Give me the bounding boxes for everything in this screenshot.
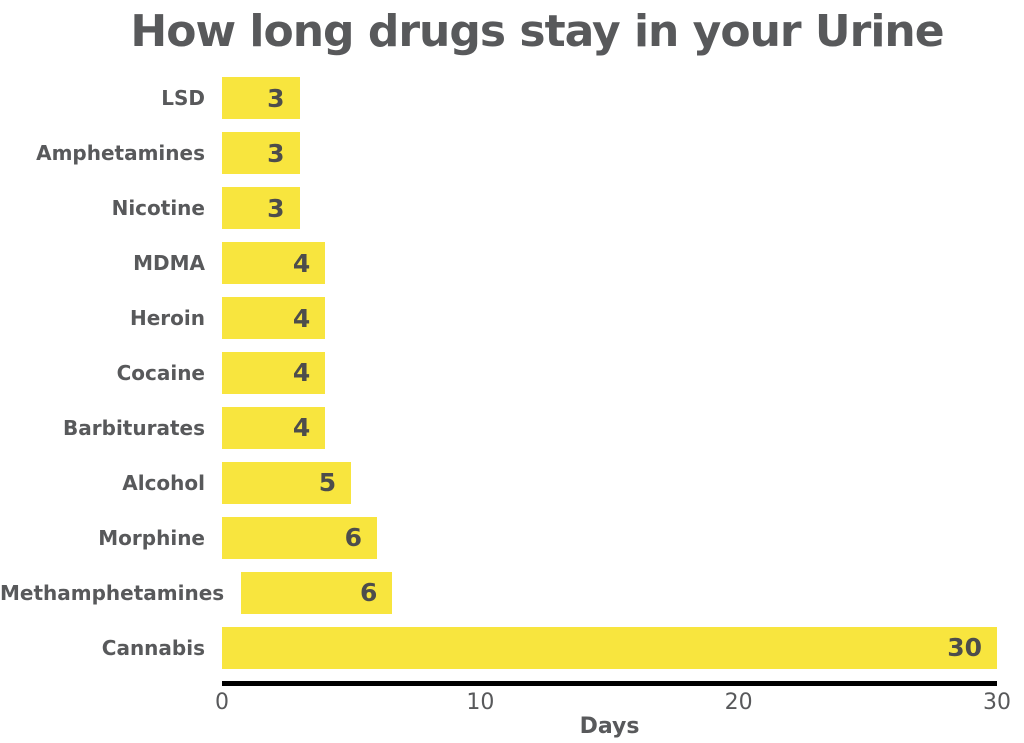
bar: 6	[222, 516, 377, 559]
value-label: 5	[318, 468, 337, 498]
x-tick-label: 30	[983, 690, 1011, 715]
bar: 4	[222, 351, 326, 394]
bar-track: 3	[222, 187, 997, 230]
bar-track: 3	[222, 77, 997, 120]
value-label: 30	[947, 633, 982, 663]
value-label: 3	[267, 193, 285, 223]
category-label: Nicotine	[111, 196, 205, 221]
bar-track: 30	[222, 626, 997, 669]
bar-track: 4	[222, 297, 997, 340]
x-axis-line	[222, 681, 997, 686]
bar-track: 4	[222, 242, 997, 285]
chart-title: How long drugs stay in your Urine	[130, 6, 944, 57]
category-label: LSD	[161, 86, 205, 111]
bar: 3	[222, 77, 300, 120]
bar-row: MDMA 4	[0, 236, 997, 291]
category-label: Alcohol	[122, 470, 205, 495]
bar-track: 6	[241, 571, 997, 614]
value-label: 6	[359, 578, 378, 608]
bar-track: 5	[222, 461, 997, 504]
x-tick-label: 20	[724, 690, 753, 715]
x-tick-label: 10	[466, 690, 495, 715]
bar-row: Amphetamines 3	[0, 126, 997, 181]
value-label: 3	[267, 138, 285, 168]
category-label: Heroin	[130, 306, 205, 331]
value-label: 4	[292, 248, 311, 278]
bar-row: LSD 3	[0, 71, 997, 126]
bar: 30	[222, 626, 997, 669]
bar-row: Methamphetamines 6	[0, 565, 997, 620]
bar-row: Cannabis 30	[0, 620, 997, 675]
bar: 3	[222, 187, 300, 230]
bar: 4	[222, 297, 326, 340]
bar: 6	[241, 571, 393, 614]
bar-row: Nicotine 3	[0, 181, 997, 236]
value-label: 6	[344, 523, 362, 553]
bar: 4	[222, 406, 326, 449]
value-label: 4	[292, 358, 311, 388]
bar: 3	[222, 132, 300, 175]
category-label: Morphine	[98, 525, 205, 550]
bar-track: 3	[222, 132, 997, 175]
category-label: Barbiturates	[63, 415, 205, 440]
bar-track: 6	[222, 516, 997, 559]
chart-rows: LSD 3 Amphetamines 3 Nicotine 3 MDMA 4 Heroin 4 Co…	[0, 71, 997, 675]
bar-track: 4	[222, 406, 997, 449]
category-label: Methamphetamines	[0, 580, 225, 605]
bar-row: Heroin 4	[0, 291, 997, 346]
x-tick-label: 0	[215, 690, 229, 715]
value-label: 4	[292, 413, 311, 443]
category-label: Cannabis	[101, 635, 205, 660]
x-axis-label: Days	[579, 714, 640, 739]
bar-track: 4	[222, 351, 997, 394]
bar-row: Morphine 6	[0, 510, 997, 565]
bar-row: Barbiturates 4	[0, 400, 997, 455]
bar: 4	[222, 242, 326, 285]
x-axis-ticks: 0 10 20 30	[215, 690, 1011, 715]
value-label: 4	[292, 303, 311, 333]
category-label: Amphetamines	[36, 141, 205, 166]
bar-row: Cocaine 4	[0, 346, 997, 401]
value-label: 3	[267, 83, 285, 113]
bar-row: Alcohol 5	[0, 455, 997, 510]
bar: 5	[222, 461, 352, 504]
category-label: MDMA	[133, 251, 205, 276]
category-label: Cocaine	[116, 360, 205, 385]
